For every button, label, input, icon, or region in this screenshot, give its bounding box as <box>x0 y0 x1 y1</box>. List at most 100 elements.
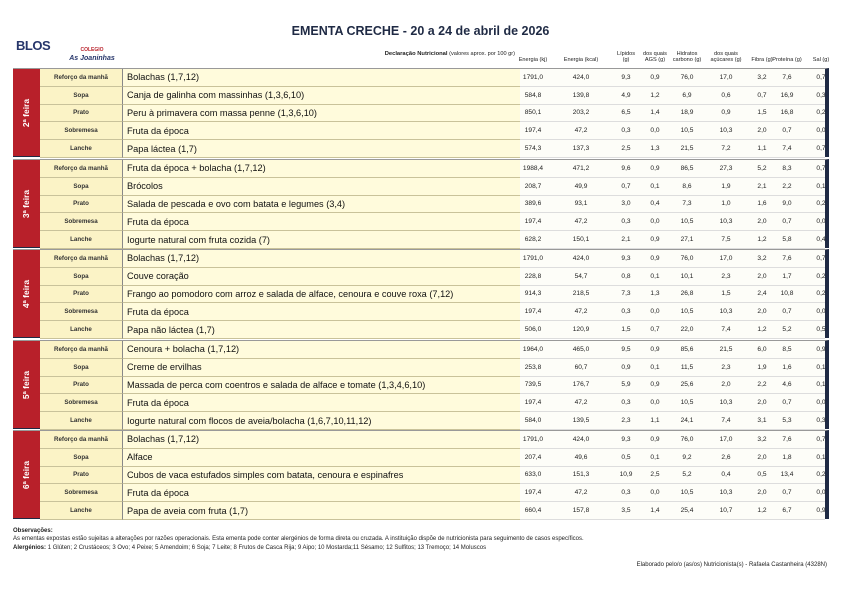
nutrition-value: 86,5 <box>680 164 694 172</box>
nutrition-value: 0,1 <box>650 272 660 280</box>
dish-cell: Fruta da época <box>122 303 520 322</box>
nutrition-value: 3,2 <box>757 254 767 262</box>
nutrition-value: 0,7 <box>782 308 792 316</box>
nutrition-value: 6,0 <box>757 345 767 353</box>
allergens: Alergénios: 1 Glúten; 2 Crustáceos; 3 Ov… <box>13 545 486 551</box>
day-label: 5ª feira <box>21 370 32 399</box>
nutrition-value: 0,4 <box>650 200 660 208</box>
nutrition-value: 197,4 <box>524 399 542 407</box>
nutrition-value: 1988,4 <box>522 164 544 172</box>
nutrition-value: 203,2 <box>572 109 590 117</box>
meal-cell: Sobremesa <box>40 213 122 232</box>
dish-cell: Frango ao pomodoro com arroz e salada de… <box>122 285 520 304</box>
nutrition-value: 7,2 <box>721 145 731 153</box>
day-cell: 6ª feira <box>13 431 40 518</box>
logo-blos: BLOS <box>16 38 51 53</box>
meal-cell: Sobremesa <box>40 484 122 503</box>
dish-cell: Fruta da época <box>122 394 520 413</box>
values-row: 739,5 176,7 5,9 0,9 25,6 2,0 2,2 4,6 0,1 <box>520 376 826 395</box>
column-header: Sal (g) <box>812 57 830 64</box>
nutrition-value: 584,0 <box>524 417 542 425</box>
nutrition-value: 3,2 <box>757 73 767 81</box>
day-label: 4ª feira <box>21 279 32 308</box>
nutrition-value: 424,0 <box>572 435 590 443</box>
nutrition-value: 1791,0 <box>522 73 544 81</box>
nutrition-value: 54,7 <box>574 272 588 280</box>
logo-school: As Joaninhas <box>69 55 115 62</box>
day-block: 5ª feira Reforço da manhã Cenoura + bolach… <box>13 340 829 430</box>
nutrition-value: 1,2 <box>757 507 767 515</box>
dish-cell: Bolachas (1,7,12) <box>122 250 520 268</box>
nutrition-value: 0,9 <box>650 164 660 172</box>
nutrition-value: 2,0 <box>757 218 767 226</box>
nutrition-value: 9,6 <box>621 164 631 172</box>
values-row: 914,3 218,5 7,3 1,3 26,8 1,5 2,4 10,8 0,2 <box>520 285 826 304</box>
dish-cell: Papa não láctea (1,7) <box>122 321 520 339</box>
values-row: 197,4 47,2 0,3 0,0 10,5 10,3 2,0 0,7 0,0 <box>520 122 826 141</box>
nutrition-value: 2,5 <box>621 145 631 153</box>
nutrition-value: 10,3 <box>719 218 733 226</box>
meal-cell: Lanche <box>40 412 122 430</box>
values-row: 850,1 203,2 6,5 1,4 18,9 0,9 1,5 16,8 0,2 <box>520 104 826 123</box>
dish-cell: Papa de aveia com fruta (1,7) <box>122 502 520 520</box>
nutrition-value: 2,0 <box>757 127 767 135</box>
nutrition-value: 26,8 <box>680 290 694 298</box>
nutrition-value: 2,0 <box>721 381 731 389</box>
nutrition-value: 1791,0 <box>522 435 544 443</box>
logo-school-top: COLEGIO <box>80 47 104 53</box>
nutrition-value: 0,7 <box>621 182 631 190</box>
values-row: 584,8 139,8 4,9 1,2 6,9 0,6 0,7 16,9 0,3 <box>520 86 826 105</box>
nutrition-value: 2,3 <box>721 272 731 280</box>
nutrition-value: 2,3 <box>621 417 631 425</box>
nutrition-value: 0,1 <box>650 363 660 371</box>
nutrition-value: 7,3 <box>682 200 692 208</box>
declaration: Declaração Nutricional (valores aprox. p… <box>300 51 515 57</box>
meal-cell: Reforço da manhã <box>40 69 122 87</box>
nutrition-value: 0,3 <box>621 308 631 316</box>
nutrition-value: 10,7 <box>719 507 733 515</box>
title: EMENTA CRECHE - 20 a 24 de abril de 2026 <box>291 24 550 38</box>
nutrition-value: 9,3 <box>621 254 631 262</box>
nutrition-value: 3,5 <box>621 507 631 515</box>
values-row: 584,0 139,5 2,3 1,1 24,1 7,4 3,1 5,3 0,3 <box>520 412 826 430</box>
nutrition-value: 25,4 <box>680 507 694 515</box>
nutrition-value: 0,3 <box>621 127 631 135</box>
nutrition-value: 8,3 <box>782 164 792 172</box>
nutrition-value: 0,8 <box>621 272 631 280</box>
nutrition-value: 2,2 <box>782 182 792 190</box>
nutrition-value: 218,5 <box>572 290 590 298</box>
nutrition-value: 0,0 <box>650 399 660 407</box>
column-header: dos quais açúcares (g) <box>710 50 742 64</box>
nutrition-value: 18,9 <box>680 109 694 117</box>
dish-cell: Peru à primavera com massa penne (1,3,6,… <box>122 104 520 123</box>
meal-cell: Sobremesa <box>40 303 122 322</box>
nutrition-value: 27,3 <box>719 164 733 172</box>
meal-cell: Reforço da manhã <box>40 431 122 449</box>
nutrition-value: 9,5 <box>621 345 631 353</box>
nutrition-value: 506,0 <box>524 326 542 334</box>
nutrition-value: 0,7 <box>816 435 826 443</box>
nutrition-value: 17,0 <box>719 73 733 81</box>
nutrition-value: 10,3 <box>719 489 733 497</box>
nutrition-value: 197,4 <box>524 127 542 135</box>
meal-cell: Reforço da manhã <box>40 160 122 178</box>
nutrition-value: 0,6 <box>721 91 731 99</box>
day-cell: 2ª feira <box>13 69 40 156</box>
values-row: 506,0 120,9 1,5 0,7 22,0 7,4 1,2 5,2 0,5 <box>520 321 826 339</box>
nutrition-value: 197,4 <box>524 308 542 316</box>
nutrition-value: 76,0 <box>680 73 694 81</box>
nutrition-value: 424,0 <box>572 254 590 262</box>
nutrition-value: 0,5 <box>816 326 826 334</box>
nutrition-value: 47,2 <box>574 489 588 497</box>
nutrition-value: 0,2 <box>816 290 826 298</box>
nutrition-value: 22,0 <box>680 326 694 334</box>
nutrition-value: 11,5 <box>680 363 694 371</box>
nutrition-value: 10,9 <box>619 471 633 479</box>
nutrition-value: 5,9 <box>621 381 631 389</box>
nutrition-value: 5,2 <box>757 164 767 172</box>
nutrition-value: 197,4 <box>524 218 542 226</box>
dish-cell: Bolachas (1,7,12) <box>122 431 520 449</box>
nutrition-value: 2,3 <box>721 363 731 371</box>
nutrition-value: 0,3 <box>621 218 631 226</box>
